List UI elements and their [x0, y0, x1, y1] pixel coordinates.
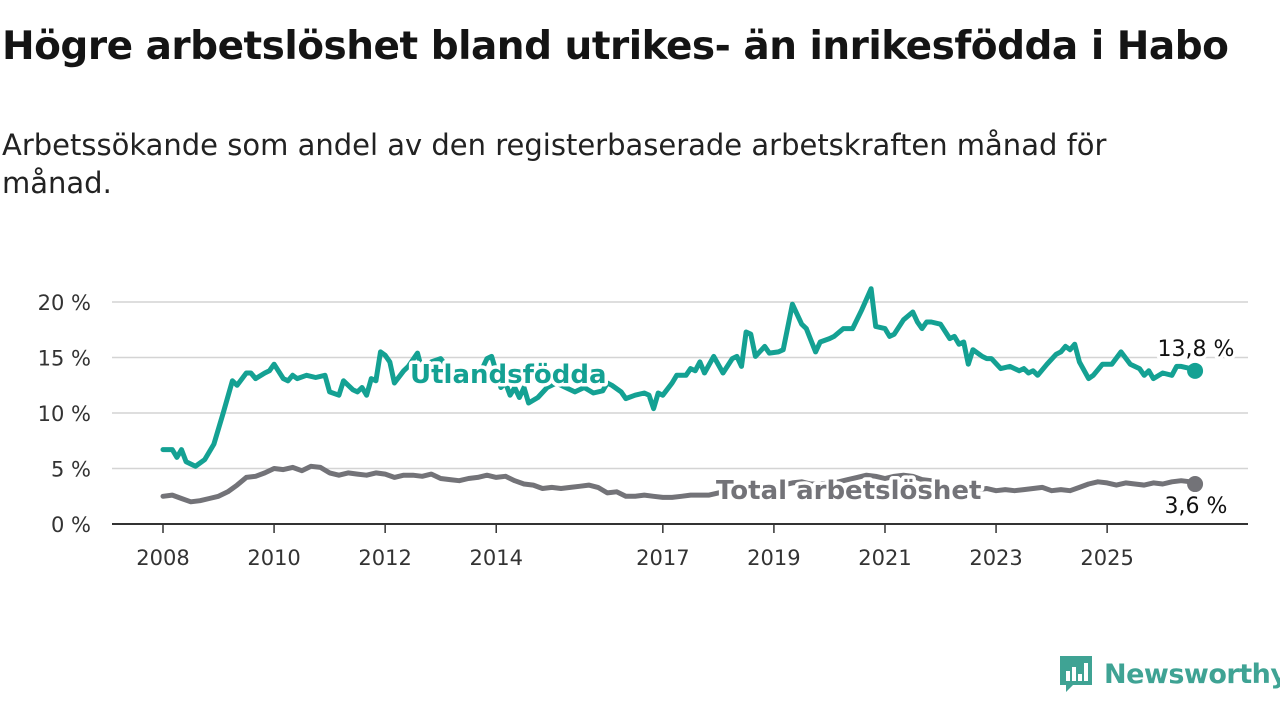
y-tick-label: 0 %: [51, 513, 91, 537]
brand-name: Newsworthy: [1104, 658, 1280, 690]
line-chart: 0 % 5 % 10 % 15 % 20 % 2008 2010 2012 2014 2017 20…: [38, 286, 1248, 570]
y-tick-label: 5 %: [51, 458, 91, 482]
end-value-utlandsfodda: 13,8 %: [1158, 337, 1235, 362]
x-tick-label: 2008: [136, 546, 189, 570]
x-tick-label: 2012: [358, 546, 411, 570]
x-tick-label: 2010: [247, 546, 300, 570]
x-tick-label: 2019: [747, 546, 800, 570]
x-tick-label: 2014: [469, 546, 522, 570]
series-label-utlandsfodda: Utlandsfödda: [410, 360, 607, 390]
y-tick-label: 10 %: [38, 402, 91, 426]
brand-logo: Newsworthy: [1058, 654, 1280, 694]
y-tick-label: 15 %: [38, 347, 91, 371]
end-marker-utlandsfödda: [1187, 362, 1204, 379]
end-value-total: 3,6 %: [1165, 494, 1228, 519]
series-line-utlandsfödda: [160, 286, 1198, 469]
chart-subtitle: Arbetssökande som andel av den registerb…: [2, 128, 1107, 201]
bar-chart-icon: [1060, 656, 1092, 692]
chart-title: Högre arbetslöshet bland utrikes- än inr…: [2, 24, 1229, 69]
series-label-total: Total arbetslöshet: [716, 476, 981, 506]
series-line-total-arbetslöshet: [160, 463, 1198, 505]
end-marker-total-arbetslöshet: [1187, 476, 1204, 493]
x-tick-label: 2023: [969, 546, 1022, 570]
y-tick-label: 20 %: [38, 291, 91, 315]
x-tick-label: 2017: [636, 546, 689, 570]
x-tick-label: 2025: [1080, 546, 1133, 570]
x-tick-label: 2021: [858, 546, 911, 570]
